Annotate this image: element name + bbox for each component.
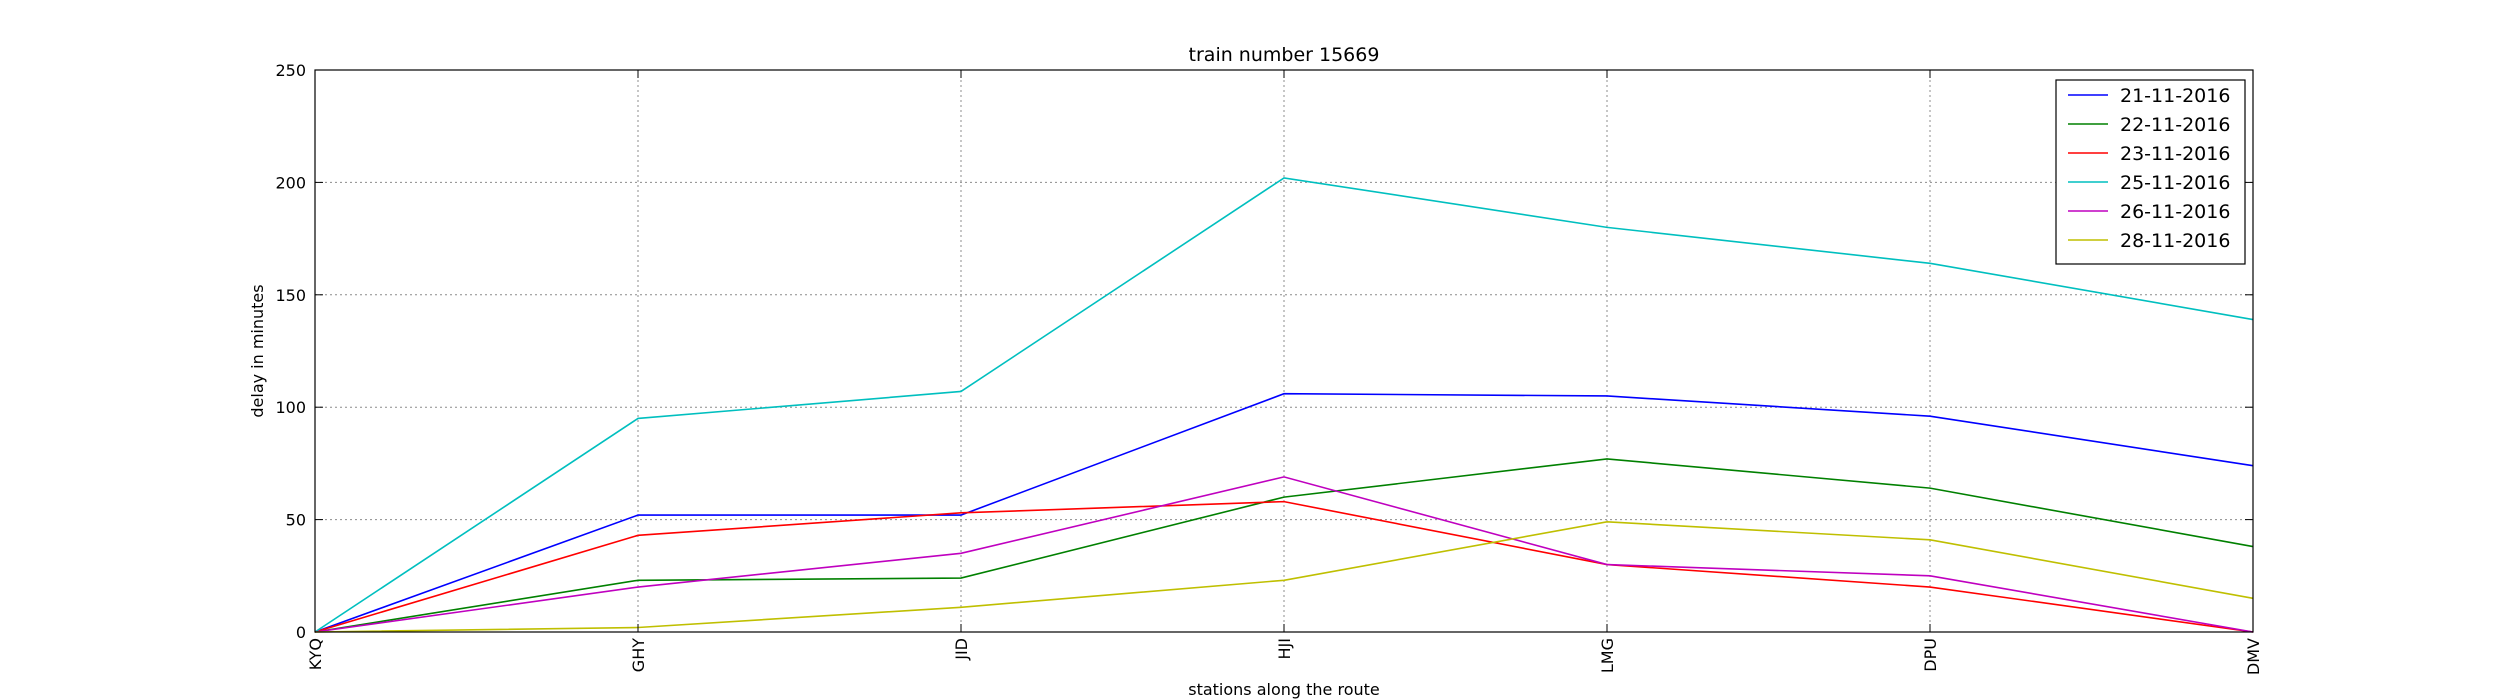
x-tick-label: DMV	[2244, 638, 2263, 675]
chart-title: train number 15669	[1189, 44, 1380, 66]
x-tick-label: HJI	[1275, 638, 1294, 659]
series-line-21-11-2016	[314, 392, 2254, 633]
x-tick-label: GHY	[629, 638, 648, 672]
y-tick-label: 50	[286, 511, 306, 530]
legend-label: 26-11-2016	[2120, 201, 2230, 223]
y-tick-label: 250	[275, 61, 306, 80]
y-tick-label: 100	[275, 398, 306, 417]
series-line-25-11-2016	[314, 177, 2254, 633]
series-line-26-11-2016	[314, 476, 2254, 633]
x-tick-label: KYQ	[306, 638, 325, 670]
series-line-23-11-2016	[314, 500, 2254, 633]
x-axis-label: stations along the route	[1188, 680, 1380, 699]
ticks-layer: 0 50 100 150 200 250 KYQ GHY JID HJI LMG DPU DMV	[275, 61, 2263, 675]
legend-label: 28-11-2016	[2120, 230, 2230, 252]
series-line-22-11-2016	[314, 458, 2254, 633]
x-tick-label: LMG	[1598, 638, 1617, 673]
y-tick-label: 150	[275, 286, 306, 305]
legend: 21-11-2016 22-11-2016 23-11-2016 25-11-2016…	[2055, 79, 2246, 265]
legend-label: 22-11-2016	[2120, 114, 2230, 136]
grid-layer	[315, 70, 2253, 632]
y-axis-label: delay in minutes	[248, 284, 267, 417]
x-tick-label: DPU	[1921, 638, 1940, 672]
series-layer	[314, 177, 2254, 633]
x-tick-label: JID	[952, 638, 971, 661]
legend-label: 21-11-2016	[2120, 85, 2230, 107]
legend-label: 25-11-2016	[2120, 172, 2230, 194]
legend-label: 23-11-2016	[2120, 143, 2230, 165]
y-tick-label: 0	[296, 623, 306, 642]
y-tick-label: 200	[275, 173, 306, 192]
legend-box	[2055, 79, 2246, 265]
